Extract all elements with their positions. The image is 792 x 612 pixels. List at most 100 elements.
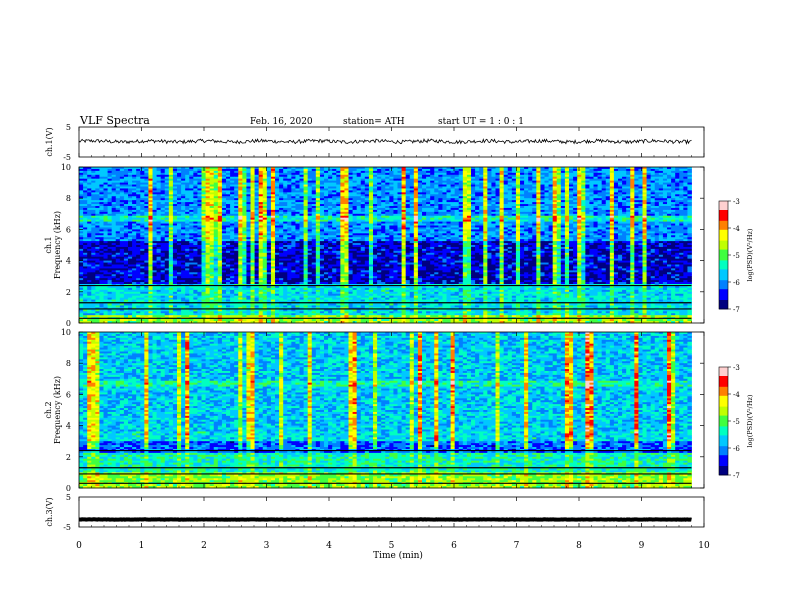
spectrogram-cell bbox=[230, 176, 235, 180]
spectrogram-cell bbox=[573, 168, 578, 172]
spectrogram-cell bbox=[540, 176, 545, 180]
spectrogram-cell bbox=[87, 202, 92, 205]
spectrogram-cell bbox=[205, 188, 211, 191]
spectrogram-cell bbox=[646, 196, 652, 199]
spectrogram-cell bbox=[115, 188, 121, 191]
spectrogram-cell bbox=[201, 194, 206, 197]
spectrogram-cell bbox=[397, 206, 402, 209]
spectrogram-cell bbox=[209, 180, 215, 183]
spectrogram-cell bbox=[417, 168, 423, 172]
spectrogram-cell bbox=[511, 180, 517, 183]
spectrogram-cell bbox=[258, 194, 264, 197]
spectrogram-cell bbox=[270, 167, 276, 170]
spectrogram-cell bbox=[250, 168, 255, 172]
spectrogram-cell bbox=[417, 206, 423, 209]
spectrogram-cell bbox=[577, 174, 582, 178]
spectrogram-cell bbox=[675, 172, 680, 176]
spectrogram-cell bbox=[618, 168, 623, 172]
date-label: Feb. 16, 2020 bbox=[250, 117, 313, 127]
spectrogram-cell bbox=[442, 190, 447, 193]
spectrogram-cell bbox=[397, 198, 402, 201]
spectrogram-cell bbox=[662, 192, 668, 195]
spectrogram-cell bbox=[434, 206, 439, 209]
spectrogram-cell bbox=[581, 188, 586, 191]
spectrogram-cell bbox=[573, 196, 578, 199]
spectrogram-cell bbox=[556, 176, 562, 180]
spectrogram-cell bbox=[520, 180, 525, 183]
spectrogram-cell bbox=[275, 167, 280, 170]
spectrogram-cell bbox=[230, 202, 235, 205]
start-ut-label: start UT = 1 : 0 : 1 bbox=[438, 117, 524, 127]
spectrogram-cell bbox=[544, 174, 549, 178]
spectrogram-cell bbox=[536, 178, 541, 182]
spectrogram-cell bbox=[275, 196, 280, 199]
spectrogram-cell bbox=[573, 174, 578, 178]
spectrogram-cell bbox=[87, 198, 92, 201]
spectrogram-cell bbox=[389, 194, 394, 197]
spectrogram-cell bbox=[307, 170, 313, 174]
spectrogram-cell bbox=[422, 174, 427, 178]
spectrogram-cell bbox=[495, 182, 500, 185]
spectrogram-cell bbox=[511, 192, 517, 195]
spectrogram-cell bbox=[495, 186, 500, 189]
spectrogram-cell bbox=[197, 207, 202, 211]
spectrogram-cell bbox=[524, 184, 529, 187]
spectrogram-cell bbox=[217, 190, 223, 193]
spectrogram-cell bbox=[605, 184, 611, 187]
spectrogram-cell bbox=[315, 188, 321, 191]
spectrogram-cell bbox=[172, 202, 178, 205]
spectrogram-cell bbox=[291, 182, 296, 185]
spectrogram-cell bbox=[115, 198, 121, 201]
spectrogram-cell bbox=[397, 180, 402, 183]
spectrogram-cell bbox=[246, 206, 251, 209]
spectrogram-cell bbox=[536, 206, 541, 209]
spectrogram-cell bbox=[172, 168, 178, 172]
spectrogram-cell bbox=[242, 204, 247, 207]
spectrogram-cell bbox=[446, 170, 451, 174]
spectrogram-cell bbox=[360, 178, 366, 182]
spectrogram-cell bbox=[295, 174, 300, 178]
spectrogram-cell bbox=[226, 174, 231, 178]
spectrogram-cell bbox=[373, 198, 378, 201]
spectrogram-cell bbox=[299, 167, 304, 170]
spectrogram-cell bbox=[397, 174, 402, 178]
spectrogram-cell bbox=[221, 194, 227, 197]
spectrogram-cell bbox=[650, 194, 656, 197]
spectrogram-cell bbox=[609, 167, 615, 170]
spectrogram-cell bbox=[544, 206, 549, 209]
spectrogram-cell bbox=[377, 174, 382, 178]
spectrogram-cell bbox=[315, 206, 321, 209]
spectrogram-cell bbox=[577, 198, 582, 201]
spectrogram-cell bbox=[172, 206, 178, 209]
spectrogram-cell bbox=[352, 172, 358, 176]
spectrogram-cell bbox=[605, 190, 611, 193]
spectrogram-cell bbox=[585, 167, 590, 170]
spectrogram-cell bbox=[556, 194, 562, 197]
spectrogram-cell bbox=[609, 194, 615, 197]
spectrogram-cell bbox=[524, 194, 529, 197]
spectrogram-cell bbox=[111, 178, 117, 182]
spectrogram-cell bbox=[172, 200, 178, 203]
spectrogram-cell bbox=[609, 202, 615, 205]
spectrogram-cell bbox=[144, 180, 149, 183]
spectrogram-cell bbox=[569, 192, 574, 195]
spectrogram-cell bbox=[213, 168, 219, 172]
spectrogram-cell bbox=[373, 190, 378, 193]
spectrogram-cell bbox=[434, 174, 439, 178]
spectrogram-cell bbox=[536, 174, 541, 178]
spectrogram-cell bbox=[148, 190, 153, 193]
spectrogram-cell bbox=[303, 198, 309, 201]
spectrogram-cell bbox=[352, 194, 358, 197]
spectrogram-cell bbox=[552, 206, 558, 209]
spectrogram-cell bbox=[524, 182, 529, 185]
spectrogram-cell bbox=[475, 202, 480, 205]
spectrogram-cell bbox=[311, 196, 317, 199]
spectrogram-cell bbox=[246, 192, 251, 195]
spectrogram-cell bbox=[662, 198, 668, 201]
spectrogram-cell bbox=[589, 174, 594, 178]
spectrogram-cell bbox=[560, 180, 566, 183]
spectrogram-cell bbox=[662, 180, 668, 183]
spectrogram-cell bbox=[368, 190, 374, 193]
spectrogram-cell bbox=[442, 184, 447, 187]
spectrogram-cell bbox=[87, 200, 92, 203]
